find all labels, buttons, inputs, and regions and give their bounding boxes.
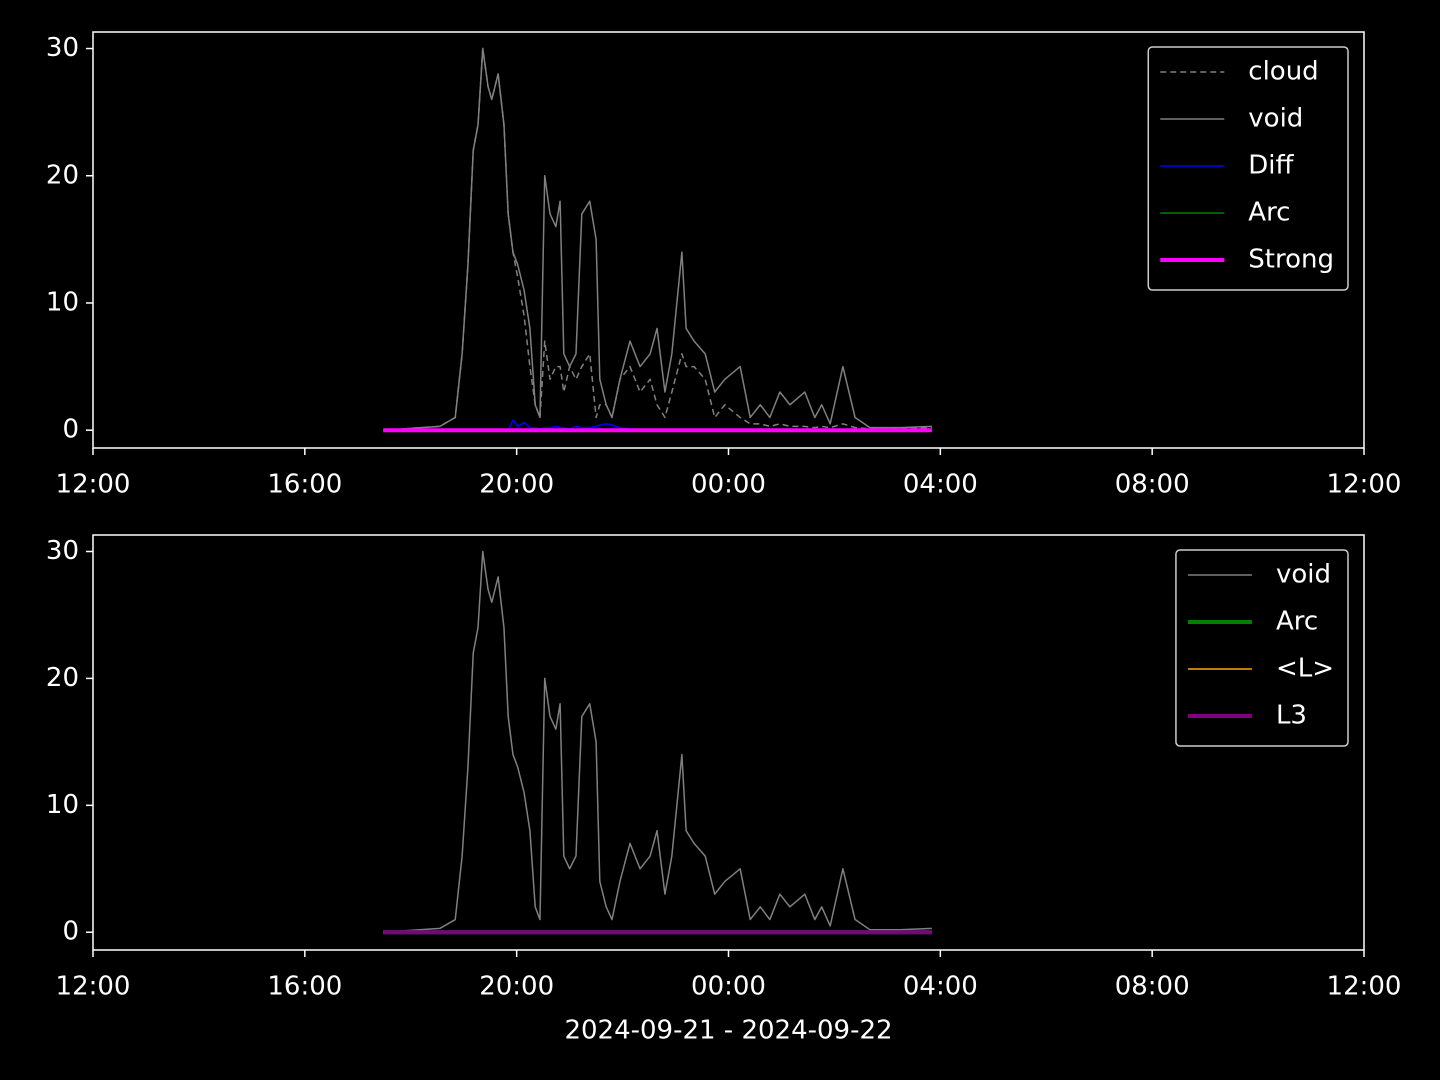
x-tick-label: 00:00 bbox=[691, 972, 766, 1002]
x-tick-label: 12:00 bbox=[1327, 470, 1402, 500]
legend: void Arc <L> L3 bbox=[1175, 549, 1349, 747]
x-tick-label: 12:00 bbox=[56, 972, 131, 1002]
x-tick-label: 16:00 bbox=[267, 470, 342, 500]
series-line bbox=[383, 550, 932, 933]
x-tick-label: 12:00 bbox=[1327, 972, 1402, 1002]
y-tick-label: 0 bbox=[62, 917, 79, 947]
legend-label: cloud bbox=[1248, 57, 1318, 87]
x-tick-label: 08:00 bbox=[1115, 972, 1190, 1002]
x-tick-label: 20:00 bbox=[479, 972, 554, 1002]
y-tick-label: 30 bbox=[46, 33, 79, 63]
legend-label: void bbox=[1276, 560, 1331, 590]
legend-label: Diff bbox=[1248, 151, 1294, 181]
legend-label: Arc bbox=[1248, 198, 1290, 228]
legend-label: Arc bbox=[1276, 607, 1318, 637]
y-tick-label: 10 bbox=[46, 790, 79, 820]
y-tick-label: 0 bbox=[62, 415, 79, 445]
x-tick-label: 04:00 bbox=[903, 470, 978, 500]
legend-label: void bbox=[1248, 104, 1303, 134]
x-tick-label: 16:00 bbox=[267, 972, 342, 1002]
y-tick-label: 20 bbox=[46, 663, 79, 693]
x-tick-label: 08:00 bbox=[1115, 470, 1190, 500]
y-tick-label: 20 bbox=[46, 160, 79, 190]
x-tick-label: 00:00 bbox=[691, 470, 766, 500]
legend-label: L3 bbox=[1276, 701, 1307, 731]
x-tick-label: 04:00 bbox=[903, 972, 978, 1002]
legend-frame bbox=[1147, 46, 1349, 291]
legend: cloud void Diff Arc Strong bbox=[1147, 46, 1349, 291]
x-tick-label: 12:00 bbox=[56, 470, 131, 500]
legend-label: <L> bbox=[1276, 654, 1334, 684]
legend-frame bbox=[1175, 549, 1349, 747]
series-line bbox=[383, 47, 932, 431]
x-tick-label: 20:00 bbox=[479, 470, 554, 500]
y-tick-label: 30 bbox=[46, 536, 79, 566]
x-axis-label: 2024-09-21 - 2024-09-22 bbox=[564, 1016, 892, 1046]
legend-label: Strong bbox=[1248, 245, 1334, 275]
y-tick-label: 10 bbox=[46, 287, 79, 317]
